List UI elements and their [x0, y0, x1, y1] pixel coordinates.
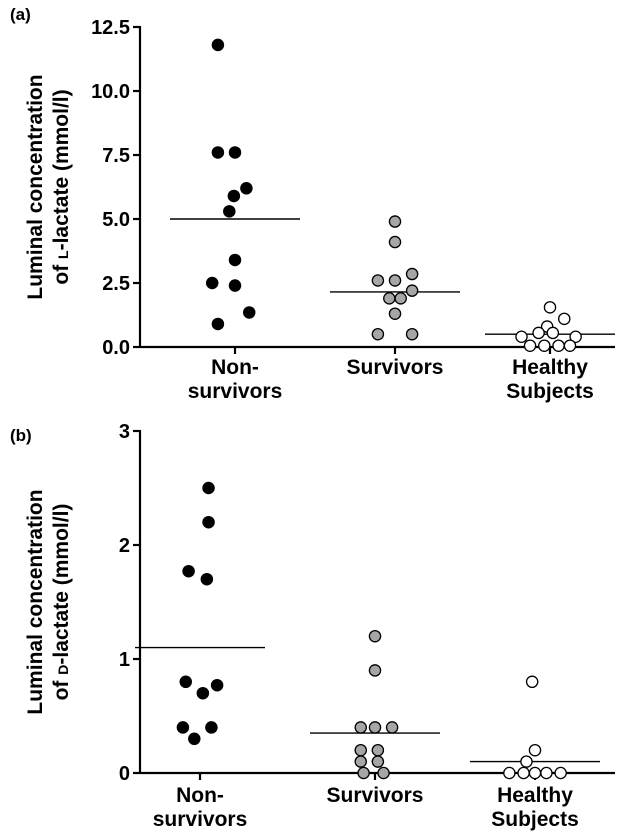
- data-point: [202, 481, 215, 495]
- data-point: [394, 292, 407, 305]
- y-axis-label-prefix: of: [50, 259, 73, 285]
- y-tick-label: 0: [119, 763, 130, 785]
- data-point: [517, 766, 530, 780]
- data-point: [196, 686, 210, 700]
- data-point: [240, 182, 253, 195]
- data-point: [563, 339, 577, 352]
- data-point: [371, 755, 385, 768]
- y-tick-label: 10.0: [91, 81, 130, 103]
- data-point: [371, 274, 385, 287]
- y-tick-label: 7.5: [102, 145, 130, 167]
- data-point: [368, 664, 382, 677]
- data-point: [202, 515, 215, 529]
- category-label: Healthy: [497, 784, 573, 807]
- data-point: [558, 312, 571, 326]
- data-point: [182, 564, 195, 578]
- data-point: [540, 766, 553, 780]
- y-axis-label-suffix: -lactate (mmol/l): [50, 504, 73, 665]
- data-point: [223, 205, 236, 218]
- y-axis-label-suffix: -lactate (mmol/l): [50, 89, 73, 250]
- category-label-line2: Subjects: [491, 808, 579, 831]
- data-point: [200, 572, 214, 586]
- category-label-line2: survivors: [188, 380, 283, 403]
- category-label: Healthy: [512, 356, 588, 379]
- category-label-line2: Subjects: [506, 380, 594, 403]
- y-axis-label-prefix: of: [50, 675, 73, 701]
- data-point: [405, 327, 419, 341]
- data-point: [523, 339, 537, 352]
- category-label: Non-: [176, 784, 224, 807]
- y-tick-label: 0.0: [102, 337, 130, 359]
- data-point: [405, 284, 419, 297]
- data-point: [528, 766, 542, 780]
- data-point: [228, 253, 242, 267]
- data-point: [211, 38, 225, 52]
- data-point: [188, 732, 201, 746]
- data-point: [405, 267, 419, 281]
- data-point: [503, 766, 516, 780]
- category-label: Survivors: [347, 356, 444, 379]
- data-point: [525, 675, 539, 689]
- category-label-line2: survivors: [153, 808, 248, 831]
- data-point: [538, 339, 551, 352]
- panel-label: (a): [10, 5, 31, 24]
- panel-b: (b) 0 1 2 3 Non-survivors Survivors HealthySubj…: [10, 421, 615, 831]
- data-point: [388, 215, 402, 228]
- y-axis-label-line2: of D-lactate (mmol/l): [50, 504, 73, 701]
- data-point: [227, 189, 241, 203]
- data-point: [211, 317, 225, 331]
- data-point: [179, 675, 192, 689]
- category-label: Non-: [211, 356, 259, 379]
- data-point: [543, 301, 557, 314]
- y-axis-label-smallcap: D: [55, 665, 71, 675]
- data-point: [205, 276, 219, 290]
- data-point: [528, 743, 542, 757]
- data-point: [371, 327, 385, 341]
- data-point: [205, 721, 218, 734]
- data-point: [383, 292, 396, 305]
- data-point: [228, 279, 242, 292]
- data-point: [554, 766, 567, 780]
- data-point: [228, 146, 242, 159]
- data-point: [176, 721, 190, 734]
- data-point: [354, 755, 367, 768]
- data-point: [242, 306, 256, 319]
- data-point: [210, 678, 224, 692]
- panel-a: (a) 0.0 2.5 5.0 7.5 10.0 12.5 Non-survivors Surv…: [10, 5, 615, 403]
- data-point: [368, 629, 382, 643]
- y-axis-label: Luminal concentration: [24, 74, 47, 299]
- data-point: [211, 146, 225, 159]
- y-axis-label-line2: of L-lactate (mmol/l): [50, 89, 73, 284]
- panel-label: (b): [10, 426, 32, 445]
- data-point: [368, 721, 382, 734]
- data-point: [388, 235, 402, 249]
- data-point: [357, 766, 370, 780]
- data-point: [520, 755, 533, 768]
- y-tick-label: 2: [119, 535, 130, 557]
- data-point: [385, 721, 399, 734]
- data-point: [569, 330, 582, 344]
- y-tick-label: 5.0: [102, 209, 130, 231]
- y-axis-label: Luminal concentration: [24, 489, 47, 714]
- data-point: [354, 743, 367, 757]
- category-label: Survivors: [327, 784, 424, 807]
- data-point: [388, 307, 402, 320]
- data-point: [371, 743, 385, 757]
- y-tick-label: 12.5: [91, 17, 130, 39]
- data-point: [388, 274, 402, 287]
- data-point: [546, 326, 560, 340]
- y-axis-label-smallcap: L: [55, 250, 71, 259]
- y-tick-label: 3: [119, 421, 130, 443]
- data-point: [354, 721, 367, 734]
- data-point: [532, 326, 545, 340]
- data-point: [515, 330, 528, 344]
- y-tick-label: 1: [119, 649, 130, 671]
- data-point: [377, 766, 390, 780]
- y-tick-label: 2.5: [102, 273, 130, 295]
- data-point: [552, 339, 565, 352]
